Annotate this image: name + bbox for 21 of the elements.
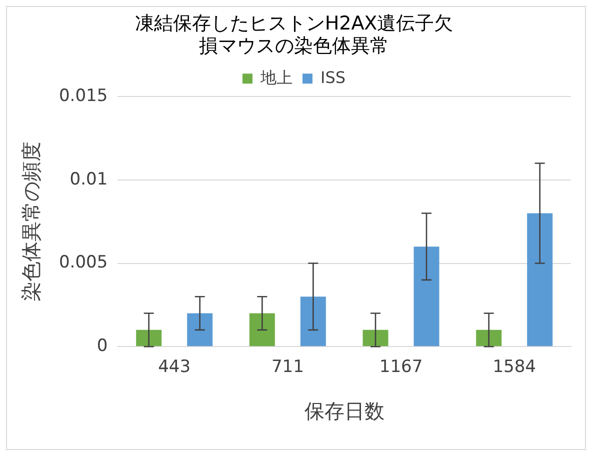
chart-title: 凍結保存したヒストンH2AX遺伝子欠損マウスの染色体異常 (134, 12, 454, 58)
y-tick-label: 0 (96, 336, 108, 356)
legend-label: ISS (320, 68, 346, 87)
bar (414, 246, 440, 346)
bar (187, 313, 213, 346)
bar (362, 330, 388, 346)
x-tick-label: 1167 (379, 357, 423, 378)
y-tick-label: 0.015 (58, 86, 108, 106)
bar (136, 330, 162, 346)
legend-label: 地上 (259, 68, 292, 87)
y-tick-label: 0.005 (58, 252, 108, 273)
y-tick-label: 0.01 (70, 169, 108, 190)
bar (300, 296, 326, 346)
x-axis-title: 保存日数 (304, 399, 384, 424)
x-tick-label: 443 (158, 357, 191, 378)
bar (249, 313, 275, 346)
bar (476, 330, 502, 346)
bar (527, 213, 553, 346)
x-tick-label: 1584 (492, 357, 536, 378)
x-tick-label: 711 (271, 357, 304, 378)
y-axis-title: 染色体異常の頻度 (19, 142, 44, 302)
